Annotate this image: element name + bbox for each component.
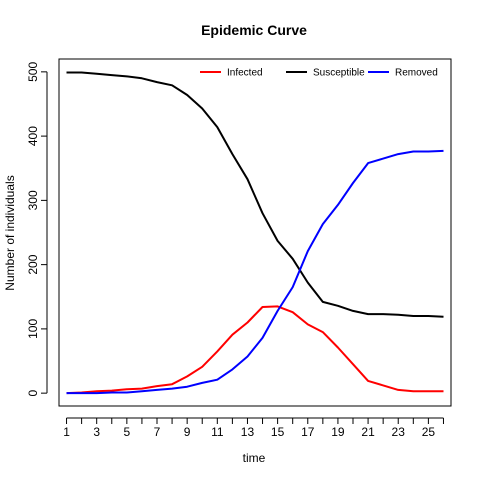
- legend-label-susceptible: Susceptible: [313, 68, 365, 79]
- x-tick-label: 23: [392, 425, 406, 439]
- y-tick-label: 200: [26, 254, 40, 274]
- x-tick-label: 25: [422, 425, 436, 439]
- y-tick-label: 500: [26, 62, 40, 82]
- x-tick-label: 7: [154, 425, 161, 439]
- x-tick-label: 11: [211, 425, 224, 439]
- x-axis-label: time: [243, 451, 266, 465]
- plot-frame: [58, 58, 452, 407]
- legend-label-removed: Removed: [395, 68, 438, 79]
- x-tick-label: 19: [331, 425, 345, 439]
- x-tick-label: 9: [184, 425, 191, 439]
- series-line-removed: [66, 149, 444, 395]
- x-tick-label: 17: [301, 425, 315, 439]
- x-axis: 1 3 5 7 9 11 13 15 17 19 21 23 25: [63, 417, 444, 439]
- series-layer: [66, 71, 444, 395]
- legend-label-infected: Infected: [227, 68, 263, 79]
- y-tick-label: 300: [26, 190, 40, 210]
- legend: Infected Susceptible Removed: [200, 68, 438, 79]
- y-tick-label: 100: [26, 319, 40, 339]
- series-line-infected: [66, 305, 444, 395]
- x-tick-label: 21: [361, 425, 375, 439]
- y-axis: 0 100 200 300 400 500: [26, 62, 48, 396]
- chart-title: Epidemic Curve: [201, 22, 307, 38]
- y-tick-label: 0: [26, 389, 40, 396]
- x-tick-label: 3: [93, 425, 100, 439]
- y-axis-label: Number of individuals: [3, 175, 17, 290]
- series-line-susceptible: [66, 71, 444, 318]
- x-tick-label: 1: [63, 425, 70, 439]
- x-tick-label: 5: [124, 425, 131, 439]
- x-tick-label: 13: [241, 425, 255, 439]
- y-tick-label: 400: [26, 126, 40, 146]
- x-tick-label: 15: [271, 425, 285, 439]
